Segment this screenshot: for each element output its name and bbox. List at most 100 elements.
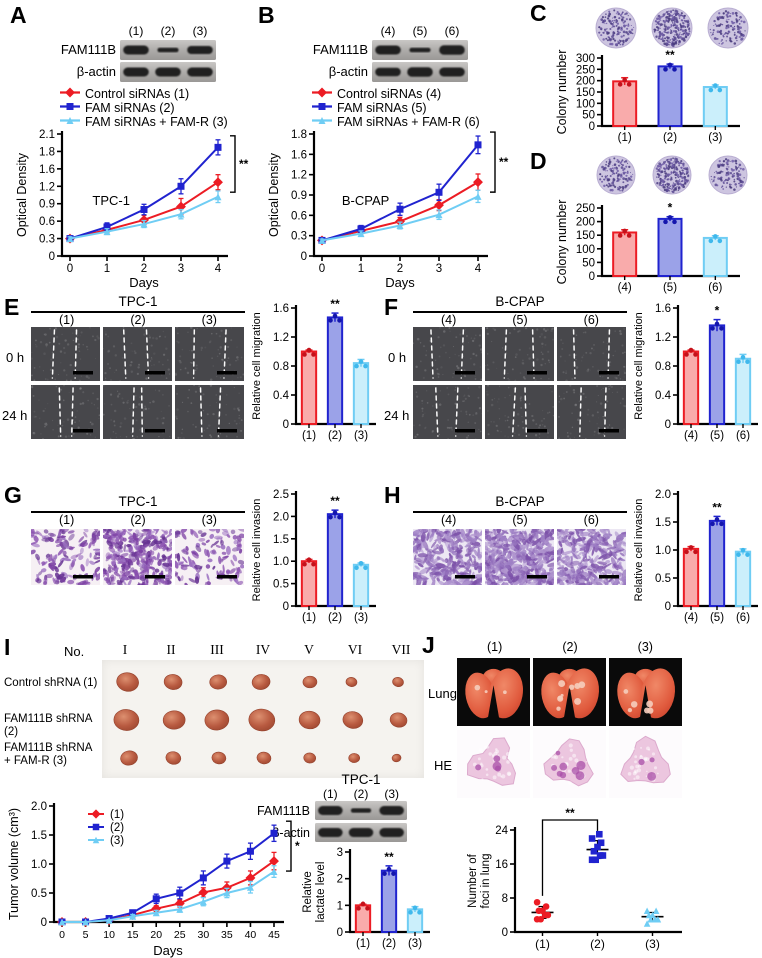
- legend-item: FAM siRNAs + FAM-R (3): [60, 115, 228, 129]
- svg-text:3: 3: [337, 847, 343, 859]
- panel-j: J (1) (2) (3) Lung HE 0 8 16 24 Number of foc…: [420, 634, 762, 958]
- svg-text:3: 3: [436, 263, 442, 275]
- tumor-numerals: I II III IV V VI VII: [102, 642, 424, 658]
- svg-text:(1): (1): [356, 938, 370, 950]
- svg-text:(3): (3): [408, 938, 422, 950]
- svg-text:0: 0: [301, 251, 307, 263]
- group-label: FAM111B shRNA + FAM-R (3): [4, 742, 93, 767]
- svg-text:1.8: 1.8: [291, 129, 307, 141]
- svg-text:Colony number: Colony number: [555, 50, 569, 135]
- panel-f-letter: F: [384, 294, 399, 320]
- legend-label: FAM siRNAs (2): [85, 101, 175, 115]
- number-header: No.: [64, 644, 85, 659]
- blue-square-marker: [60, 101, 80, 115]
- wound-image: [485, 327, 554, 381]
- panel-e-migration-chart: 0 0.4 0.8 1.2 1.6 Relative cell migration (1) (…: [250, 296, 380, 452]
- svg-text:*: *: [295, 839, 300, 853]
- title-underline: [413, 311, 627, 313]
- invasion-image: [413, 529, 482, 585]
- lactate-level-chart: 0 1 2 3 Relative lactate level (1) (2) ** (3): [300, 840, 436, 958]
- svg-text:0.9: 0.9: [39, 199, 55, 211]
- panel-e: E TPC-1 (1) (2) (3) 0 h 24 h 0 0.4 0.8 1.2 1…: [2, 294, 380, 476]
- timepoint-label: 24 h: [2, 408, 28, 423]
- svg-text:0.8: 0.8: [655, 361, 671, 373]
- svg-text:0.6: 0.6: [39, 216, 55, 228]
- svg-text:*: *: [668, 201, 673, 215]
- svg-text:Tumor volume (cm³): Tumor volume (cm³): [7, 808, 21, 920]
- svg-text:Number of: Number of: [467, 853, 479, 907]
- svg-text:3: 3: [178, 263, 184, 275]
- legend-label: Control siRNAs (1): [85, 87, 190, 101]
- panel-b-lane-labels: (4) (5) (6): [372, 24, 468, 38]
- blot-cell-line-title: TPC-1: [341, 772, 381, 787]
- col-label: (1): [59, 313, 75, 327]
- numeral: II: [166, 642, 176, 657]
- svg-text:**: **: [712, 500, 722, 514]
- he-row-label: HE: [434, 758, 453, 773]
- panel-a-lane-labels: (1) (2) (3): [120, 24, 216, 38]
- svg-text:45: 45: [268, 929, 280, 941]
- he-stain-image: [457, 730, 530, 798]
- svg-text:1.5: 1.5: [31, 830, 47, 842]
- legend-label: FAM siRNAs (5): [337, 101, 427, 115]
- svg-text:Colony number: Colony number: [555, 200, 569, 285]
- svg-text:2: 2: [337, 874, 343, 886]
- svg-text:25: 25: [174, 929, 186, 941]
- panel-a-growth-chart: 0 0.3 0.6 0.9 1.2 1.6 1.8 2.1 Optical Density 0 1 2…: [8, 128, 256, 290]
- svg-text:(5): (5): [663, 282, 677, 294]
- svg-text:B-CPAP: B-CPAP: [342, 193, 389, 208]
- fam111b-blot-label: FAM111B: [312, 42, 368, 57]
- panel-g-invasion-chart: 0 0.5 1.0 1.5 2.0 2.5 Relative cell invasion (1…: [250, 480, 380, 632]
- svg-text:(5): (5): [710, 430, 724, 442]
- svg-text:1.0: 1.0: [273, 556, 289, 568]
- svg-text:(5): (5): [710, 612, 724, 624]
- cell-line-title: TPC-1: [118, 294, 158, 309]
- svg-text:24: 24: [495, 825, 508, 837]
- lung-photo: [457, 658, 530, 726]
- col-label: (5): [512, 513, 528, 527]
- panel-a-legend: Control siRNAs (1) FAM siRNAs (2) FAM si…: [60, 87, 228, 129]
- svg-text:0: 0: [283, 601, 289, 613]
- svg-text:2: 2: [397, 263, 403, 275]
- panel-d-colony-chart: 0 50 100 150 200 250 Colony number (4) (5) * (6): [552, 198, 758, 298]
- svg-text:0: 0: [665, 601, 671, 613]
- svg-text:(2): (2): [382, 938, 396, 950]
- title-underline: [31, 511, 245, 513]
- svg-text:0.6: 0.6: [291, 210, 307, 222]
- svg-text:200: 200: [576, 217, 595, 229]
- svg-text:2.5: 2.5: [273, 489, 289, 501]
- svg-text:Relative cell invasion: Relative cell invasion: [633, 499, 645, 602]
- svg-text:(3): (3): [110, 835, 124, 847]
- svg-text:(1): (1): [302, 612, 316, 624]
- svg-text:0.5: 0.5: [273, 579, 289, 591]
- svg-text:1.2: 1.2: [273, 332, 289, 344]
- svg-text:(3): (3): [708, 132, 722, 144]
- svg-text:1.6: 1.6: [291, 149, 307, 161]
- svg-text:1.0: 1.0: [655, 545, 671, 557]
- svg-text:8: 8: [502, 893, 508, 905]
- svg-text:1.5: 1.5: [655, 517, 671, 529]
- legend-item: FAM siRNAs + FAM-R (6): [312, 115, 480, 129]
- wound-image: [103, 327, 172, 381]
- lane-label: (2): [353, 787, 369, 801]
- actin-blot-bands: [120, 62, 216, 82]
- svg-text:0.5: 0.5: [655, 573, 671, 585]
- svg-text:Relative cell migration: Relative cell migration: [251, 312, 263, 420]
- svg-text:0: 0: [589, 121, 595, 133]
- timepoint-label: 24 h: [384, 408, 410, 423]
- svg-text:1: 1: [104, 263, 110, 275]
- svg-text:0.3: 0.3: [39, 234, 55, 246]
- lane-label: (5): [412, 24, 428, 38]
- svg-text:30: 30: [197, 929, 209, 941]
- wound-image: [31, 327, 100, 381]
- cyan-triangle-marker: [312, 115, 332, 129]
- wound-image: [557, 385, 626, 439]
- lane-label: (6): [444, 24, 460, 38]
- svg-text:1.6: 1.6: [655, 303, 671, 315]
- panel-c-colony-chart: 0 50 100 150 200 250 300 Colony number (1) (2) ** (…: [552, 48, 758, 148]
- panel-a-letter: A: [10, 2, 27, 28]
- legend-item: Control siRNAs (1): [60, 87, 228, 101]
- svg-text:0: 0: [283, 419, 289, 431]
- lane-label: (3): [384, 787, 400, 801]
- panel-f: F B-CPAP (4) (5) (6) 0 h 24 h 0 0.4 0.8 1.2…: [382, 294, 762, 476]
